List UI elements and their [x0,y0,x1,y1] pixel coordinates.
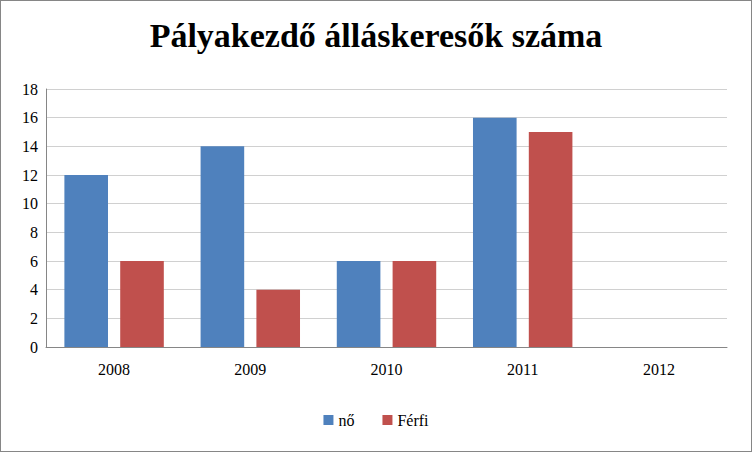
svg-text:2012: 2012 [643,361,675,378]
svg-text:6: 6 [30,253,38,270]
svg-text:14: 14 [22,138,38,155]
svg-text:2008: 2008 [98,361,130,378]
svg-text:0: 0 [30,339,38,356]
svg-text:nő: nő [338,412,354,429]
svg-text:18: 18 [22,81,38,98]
svg-text:12: 12 [22,167,38,184]
svg-text:2011: 2011 [507,361,538,378]
svg-text:8: 8 [30,224,38,241]
svg-text:2: 2 [30,310,38,327]
svg-text:Férfi: Férfi [397,412,429,429]
svg-text:2009: 2009 [234,361,266,378]
svg-text:2010: 2010 [371,361,403,378]
svg-text:Pályakezdő álláskeresők száma: Pályakezdő álláskeresők száma [150,17,603,54]
svg-text:10: 10 [22,195,38,212]
svg-text:4: 4 [30,281,38,298]
svg-text:16: 16 [22,109,38,126]
